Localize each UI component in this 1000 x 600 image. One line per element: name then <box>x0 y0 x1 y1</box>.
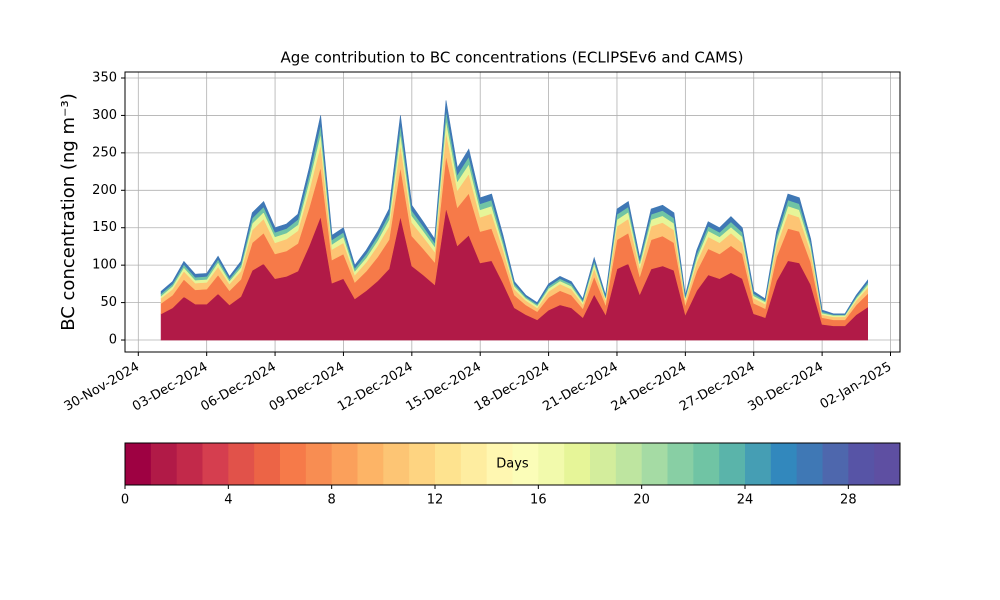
colorbar-bin <box>590 443 617 485</box>
colorbar-bin <box>409 443 436 485</box>
colorbar-bin <box>202 443 229 485</box>
colorbar-bin <box>383 443 410 485</box>
x-tick-label: 24-Dec-2024 <box>609 360 689 415</box>
colorbar-bin <box>460 443 488 485</box>
area-layer <box>160 100 869 315</box>
colorbar-tick-label: 8 <box>328 493 336 508</box>
x-tick-label: 09-Dec-2024 <box>267 360 347 415</box>
colorbar-tick-label: 0 <box>121 493 129 508</box>
x-tick-label: 21-Dec-2024 <box>540 360 620 415</box>
x-tick-label: 15-Dec-2024 <box>404 360 484 415</box>
colorbar-bin <box>848 443 875 485</box>
colorbar-bin <box>719 443 746 485</box>
x-tick-label: 02-Jan-2025 <box>818 360 895 413</box>
colorbar-bin <box>564 443 591 485</box>
colorbar-bin <box>305 443 333 485</box>
x-tick-label: 18-Dec-2024 <box>472 360 552 415</box>
colorbar-bin <box>280 443 307 485</box>
y-tick-label: 250 <box>92 145 117 160</box>
colorbar-bin <box>615 443 643 485</box>
x-tick-label: 30-Dec-2024 <box>745 360 825 415</box>
colorbar-tick-label: 4 <box>224 493 232 508</box>
colorbar-frame <box>124 442 901 486</box>
colorbar-tick-label: 16 <box>530 493 547 508</box>
colorbar-tick-label: 12 <box>427 493 444 508</box>
colorbar-bin <box>667 443 694 485</box>
colorbar-bin <box>538 443 565 485</box>
y-tick-label: 100 <box>92 258 117 273</box>
y-tick-label: 0 <box>109 333 117 348</box>
colorbar-bin <box>693 443 720 485</box>
colorbar-bin <box>874 443 901 485</box>
colorbar-bin <box>745 443 772 485</box>
colorbar-label: Days <box>496 457 529 472</box>
colorbar-tick-label: 20 <box>633 493 650 508</box>
x-tick-label: 27-Dec-2024 <box>677 360 757 415</box>
colorbar-bin <box>641 443 668 485</box>
x-tick-label: 03-Dec-2024 <box>130 360 210 415</box>
colorbar-bin <box>228 443 255 485</box>
y-tick-label: 50 <box>100 295 117 310</box>
colorbar-bin <box>150 443 178 485</box>
colorbar-tick-label: 28 <box>840 493 857 508</box>
colorbar-bin <box>770 443 798 485</box>
x-tick-label: 06-Dec-2024 <box>198 360 278 415</box>
colorbar-bin <box>125 443 152 485</box>
colorbar-bin <box>357 443 384 485</box>
colorbar-bin <box>331 443 358 485</box>
y-tick-label: 150 <box>92 220 117 235</box>
colorbar-tick-label: 24 <box>737 493 754 508</box>
colorbar-bin <box>254 443 281 485</box>
colorbar-bin <box>796 443 823 485</box>
colorbar-bin <box>822 443 849 485</box>
plot-frame <box>124 71 901 353</box>
x-tick-label: 12-Dec-2024 <box>335 360 415 415</box>
y-tick-label: 200 <box>92 183 117 198</box>
colorbar-bin <box>486 443 513 485</box>
plot-area <box>160 100 869 341</box>
y-tick-label: 350 <box>92 70 117 85</box>
colorbar-bin <box>176 443 203 485</box>
y-axis-label: BC concentration (ng m⁻³) <box>58 93 79 331</box>
colorbar-bin <box>512 443 539 485</box>
x-tick-label: 30-Nov-2024 <box>62 360 142 415</box>
y-tick-label: 300 <box>92 108 117 123</box>
chart-title: Age contribution to BC concentrations (E… <box>281 49 744 67</box>
colorbar-bin <box>435 443 462 485</box>
